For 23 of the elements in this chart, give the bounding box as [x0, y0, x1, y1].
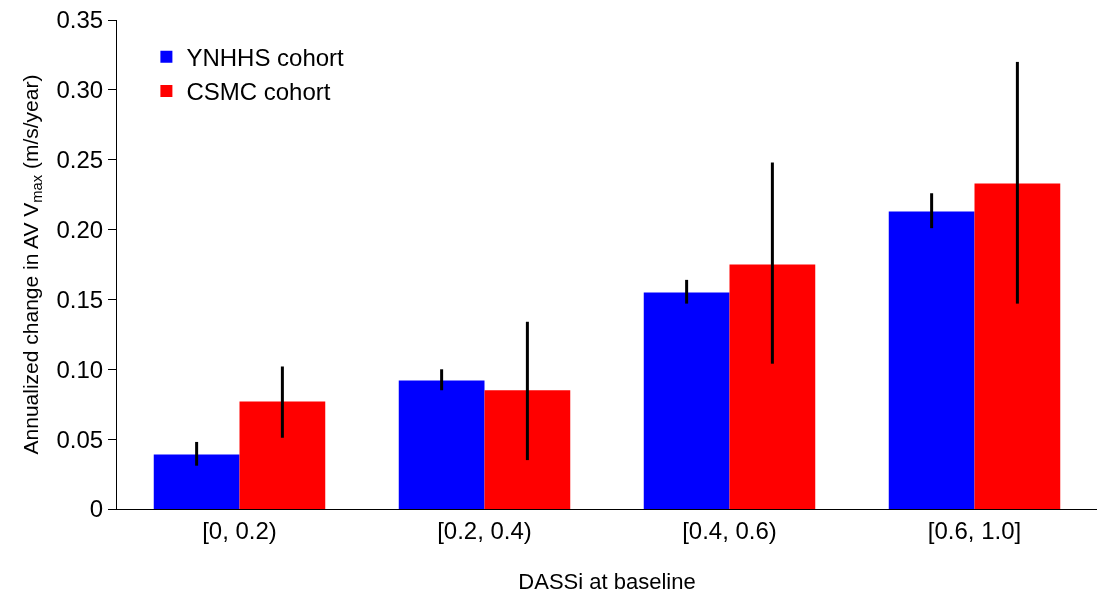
x-tick-label: [0.6, 1.0]: [927, 516, 1022, 544]
bar: [888, 211, 975, 509]
bar: [398, 380, 485, 509]
x-tick-label: [0.2, 0.4): [437, 516, 532, 544]
y-tick-label: 0.15: [56, 285, 104, 313]
bar: [239, 401, 326, 509]
y-tick-label: 0.20: [56, 215, 104, 243]
bar: [729, 264, 816, 509]
y-tick-label: 0.30: [56, 76, 104, 104]
y-tick-label: 0.35: [56, 6, 104, 34]
x-tick-label: [0, 0.2): [202, 516, 277, 544]
x-tick-label: [0.4, 0.6): [682, 516, 777, 544]
bar: [974, 183, 1061, 509]
bar: [643, 292, 730, 509]
y-tick-label: 0: [89, 495, 104, 523]
y-tick-label: 0.25: [56, 146, 104, 174]
bar: [153, 454, 240, 509]
bar: [484, 390, 571, 509]
y-tick-label: 0.05: [56, 425, 104, 453]
y-tick-label: 0.10: [56, 355, 104, 383]
legend-label: CSMC cohort: [186, 78, 331, 106]
x-axis-title: DASSi at baseline: [518, 568, 696, 594]
legend-label: YNHHS cohort: [186, 44, 345, 72]
